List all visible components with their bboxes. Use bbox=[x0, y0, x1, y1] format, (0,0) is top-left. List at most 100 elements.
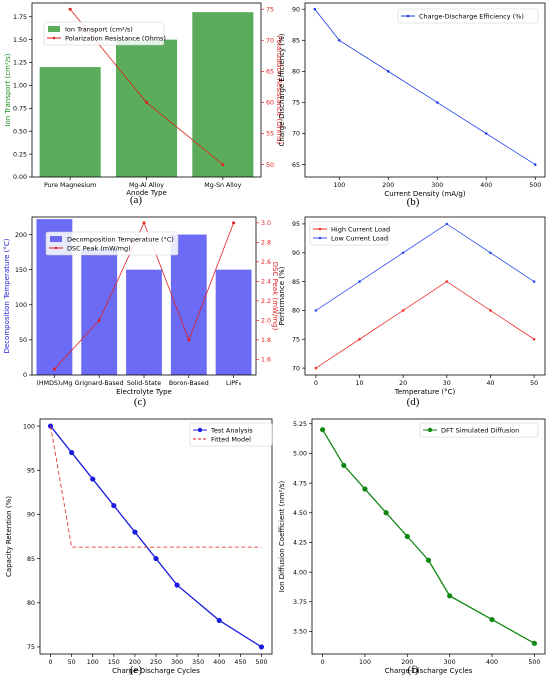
y-tick-label: 95 bbox=[292, 221, 300, 228]
x-tick-label: 20 bbox=[399, 380, 407, 387]
chart-panel-b: 100 200 300 400 500 65 70 75 80 85 90 Current Densi… bbox=[278, 2, 546, 208]
x-tick-label: 400 bbox=[486, 659, 498, 666]
x-tick-label: LiPF₆ bbox=[226, 380, 242, 387]
y-axis-label: Decomposition Temperature (°C) bbox=[3, 238, 11, 353]
x-axis-label: Charge-Discharge Cycles bbox=[112, 667, 200, 675]
x-tick-label: 300 bbox=[431, 182, 443, 189]
y-tick-label: 100 bbox=[15, 302, 27, 309]
legend-label: Fitted Model bbox=[211, 435, 251, 443]
legend-swatch bbox=[50, 236, 62, 242]
y-tick-label: 65 bbox=[292, 162, 300, 169]
y-tick-label: 4.75 bbox=[293, 480, 307, 487]
data-point bbox=[314, 309, 318, 312]
data-point bbox=[68, 7, 72, 11]
bar bbox=[126, 269, 162, 375]
x-tick-label: 300 bbox=[171, 659, 183, 666]
legend-label: Charge-Discharge Efficiency (%) bbox=[419, 12, 524, 20]
y-tick-label: 75 bbox=[292, 100, 300, 107]
y2-tick-label: 65 bbox=[266, 69, 274, 76]
plot-frame bbox=[39, 418, 273, 655]
bar bbox=[39, 67, 101, 177]
panel-label: (e) bbox=[130, 664, 143, 676]
series-line bbox=[315, 281, 535, 369]
y2-tick-label: 2.2 bbox=[261, 298, 271, 305]
plot-frame bbox=[311, 418, 546, 655]
y-tick-label: 0 bbox=[23, 372, 27, 379]
x-tick-label: 100 bbox=[359, 659, 371, 666]
x-tick-label: 400 bbox=[213, 659, 225, 666]
x-tick-label: 10 bbox=[356, 380, 364, 387]
legend-box bbox=[189, 422, 273, 447]
plot-frame bbox=[304, 2, 546, 178]
panel-label: (f) bbox=[408, 664, 419, 676]
data-point bbox=[337, 38, 341, 42]
x-tick-label: Grignard-Based bbox=[75, 380, 124, 387]
x-tick-label: 50 bbox=[68, 659, 76, 666]
series-line bbox=[314, 8, 536, 165]
data-point bbox=[435, 101, 439, 104]
y2-tick-label: 3.0 bbox=[261, 220, 271, 227]
x-tick-label: 100 bbox=[333, 182, 345, 189]
data-point bbox=[489, 616, 495, 623]
y-tick-label: 1.50 bbox=[13, 37, 27, 44]
x-tick-label: 50 bbox=[530, 380, 538, 387]
x-tick-label: 500 bbox=[528, 659, 540, 666]
y-tick-label: 50 bbox=[19, 337, 27, 344]
y-tick-label: 200 bbox=[15, 232, 27, 239]
x-axis-label: Charge-Discharge Cycles bbox=[385, 667, 473, 675]
data-point bbox=[97, 318, 101, 322]
x-tick-label: Boron-Based bbox=[169, 380, 209, 387]
x-tick-label: Solid-State bbox=[127, 380, 161, 387]
data-point bbox=[386, 70, 390, 73]
data-point bbox=[314, 366, 318, 370]
y2-tick-label: 2.0 bbox=[261, 318, 271, 325]
y-tick-label: 75 bbox=[27, 644, 35, 651]
data-point bbox=[362, 486, 368, 492]
data-point bbox=[445, 222, 449, 226]
data-point bbox=[174, 582, 180, 588]
bar bbox=[215, 269, 252, 375]
data-point bbox=[111, 502, 117, 509]
data-point bbox=[258, 644, 265, 650]
y-tick-label: 95 bbox=[27, 467, 35, 474]
legend-marker bbox=[318, 227, 322, 231]
data-point bbox=[232, 221, 236, 225]
x-tick-label: Pure Magnesium bbox=[44, 182, 96, 189]
y2-tick-label: 2.8 bbox=[261, 240, 271, 247]
chart-panel-a: Pure Magnesium Mg-Al Alloy Mg-Sn Alloy 0.00… bbox=[4, 2, 283, 206]
x-axis-label: Electrolyte Type bbox=[116, 388, 172, 396]
y-axis-label: Capacity Retention (%) bbox=[5, 496, 13, 577]
y2-tick-label: 50 bbox=[266, 162, 274, 169]
bar bbox=[192, 12, 254, 177]
plot-frame bbox=[304, 216, 546, 376]
data-point bbox=[484, 132, 488, 135]
y-tick-label: 1.75 bbox=[13, 14, 27, 21]
x-tick-label: 350 bbox=[192, 659, 204, 666]
panel-label: (c) bbox=[134, 396, 147, 408]
bar bbox=[170, 234, 207, 375]
y2-tick-label: 2.4 bbox=[261, 279, 271, 286]
y-tick-label: 85 bbox=[292, 37, 300, 44]
data-point bbox=[445, 280, 449, 283]
y-tick-label: 90 bbox=[292, 6, 300, 13]
y-tick-label: 70 bbox=[292, 131, 300, 138]
y-tick-label: 4.00 bbox=[293, 569, 307, 576]
y2-tick-label: 60 bbox=[266, 100, 274, 107]
y-tick-label: 1.00 bbox=[13, 83, 27, 90]
x-axis-label: Anode Type bbox=[126, 189, 167, 197]
legend-marker bbox=[54, 246, 58, 250]
data-point bbox=[187, 338, 191, 342]
legend-label: DFT Simulated Diffusion bbox=[441, 426, 519, 434]
legend-box bbox=[309, 221, 389, 246]
x-axis-label: Current Density (mA/g) bbox=[384, 190, 465, 198]
legend-swatch bbox=[48, 26, 60, 32]
y2-tick-label: 70 bbox=[266, 37, 274, 44]
data-point bbox=[313, 7, 317, 11]
y-tick-label: 70 bbox=[292, 365, 300, 372]
x-tick-label: Mg-Sn Alloy bbox=[204, 182, 241, 189]
x-tick-label: 200 bbox=[382, 182, 394, 189]
data-point bbox=[142, 221, 146, 225]
legend-box bbox=[397, 8, 539, 24]
x-axis-label: Temperature (°C) bbox=[394, 388, 456, 396]
